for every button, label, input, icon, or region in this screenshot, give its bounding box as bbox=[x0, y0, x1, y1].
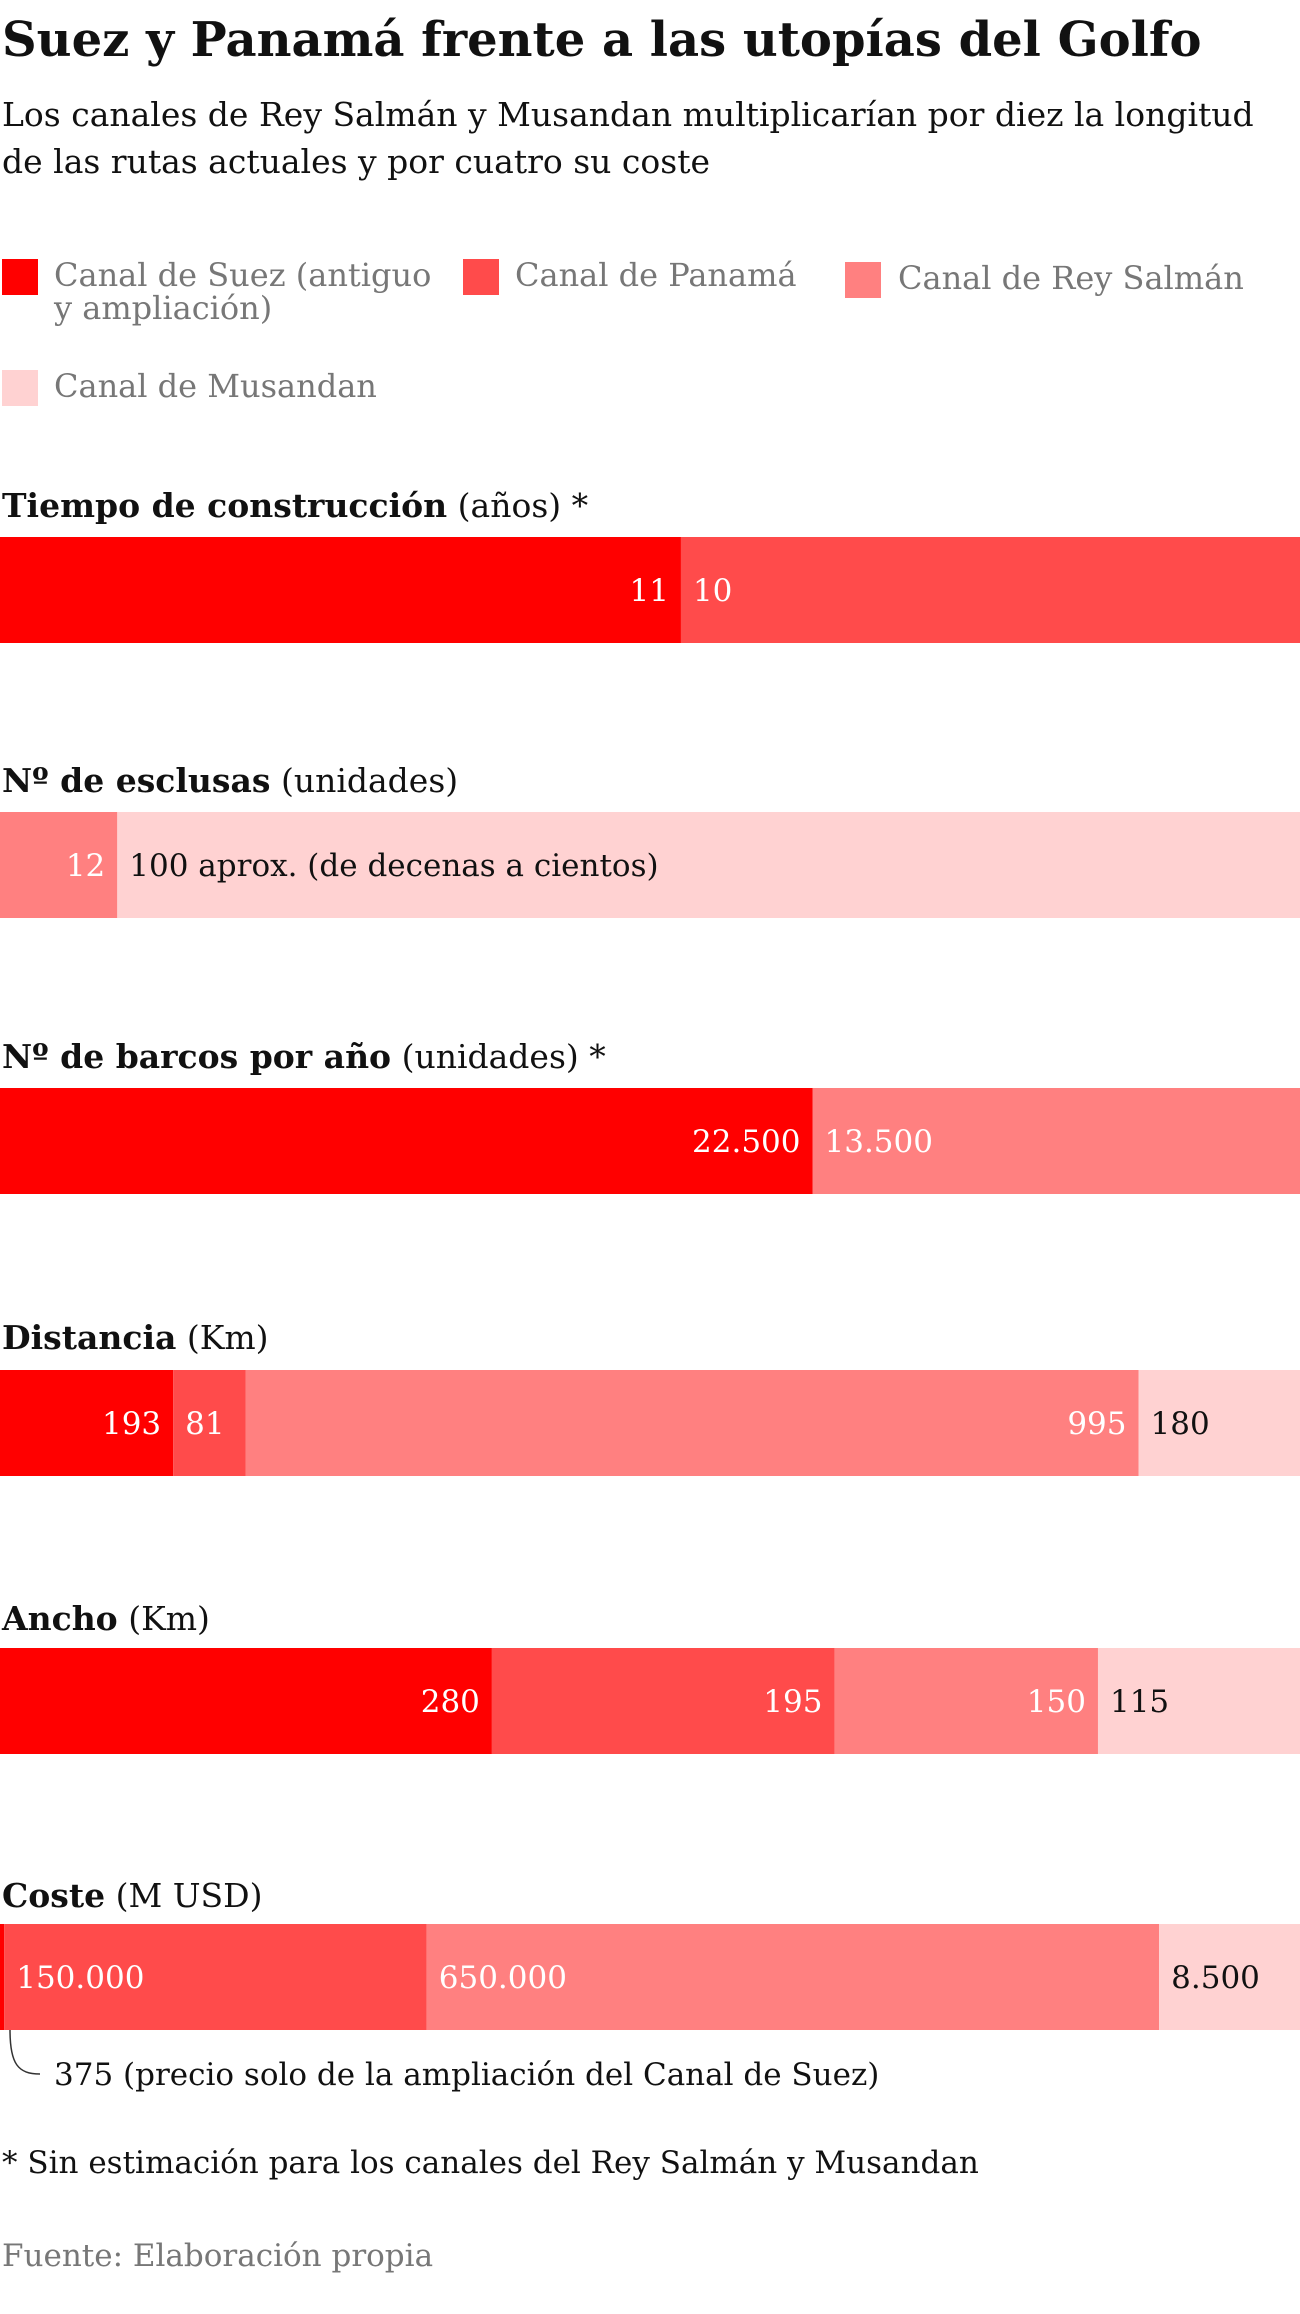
panel-title-unit: (Km) bbox=[118, 1599, 210, 1638]
legend-label: Canal de Musandan bbox=[54, 367, 377, 405]
bar-value-label: 10 bbox=[693, 573, 732, 609]
panel-title: Tiempo de construcción (años) * bbox=[2, 486, 588, 525]
bar-segment bbox=[0, 1924, 4, 2030]
panel-title: Distancia (Km) bbox=[2, 1318, 269, 1357]
bar-segment bbox=[0, 537, 681, 643]
panel-title-unit: (unidades) * bbox=[391, 1037, 606, 1076]
chart-subtitle-line: Los canales de Rey Salmán y Musandan mul… bbox=[2, 95, 1254, 134]
panel-title-metric: Coste bbox=[2, 1876, 105, 1915]
bar-value-label: 115 bbox=[1110, 1684, 1169, 1720]
bar-segment bbox=[0, 1648, 492, 1754]
legend-label: y ampliación) bbox=[53, 289, 272, 327]
legend-swatch bbox=[2, 370, 38, 406]
panel-title: Coste (M USD) bbox=[2, 1876, 263, 1915]
panel: Nº de barcos por año (unidades) * 22.500 1… bbox=[0, 1037, 1300, 1194]
panel-title-unit: (unidades) bbox=[270, 761, 458, 800]
legend-swatch bbox=[463, 259, 499, 295]
bar-segment bbox=[681, 537, 1300, 643]
chart-subtitle-line: de las rutas actuales y por cuatro su co… bbox=[2, 142, 710, 181]
bar-segment bbox=[0, 1088, 813, 1194]
footnote: * Sin estimación para los canales del Re… bbox=[2, 2145, 979, 2181]
bar-value-label: 8.500 bbox=[1171, 1960, 1260, 1996]
legend-label: Canal de Panamá bbox=[515, 256, 797, 294]
panel: Nº de esclusas (unidades) 12 100 aprox. (d… bbox=[0, 761, 1300, 918]
panel-title: Nº de barcos por año (unidades) * bbox=[2, 1037, 606, 1076]
bar-value-label: 150.000 bbox=[16, 1960, 144, 1996]
annotation-text: 375 (precio solo de la ampliación del Ca… bbox=[54, 2057, 879, 2093]
bar-value-label: 13.500 bbox=[825, 1124, 933, 1160]
panel-title-unit: (Km) bbox=[176, 1318, 268, 1357]
bar-value-label: 12 bbox=[66, 848, 105, 884]
bar-value-label: 22.500 bbox=[692, 1124, 800, 1160]
bar-value-label: 650.000 bbox=[439, 1960, 567, 1996]
bar-value-label: 995 bbox=[1067, 1406, 1126, 1442]
panel-title-metric: Nº de barcos por año bbox=[2, 1037, 391, 1076]
bar-segment bbox=[246, 1370, 1139, 1476]
panel-title: Nº de esclusas (unidades) bbox=[2, 761, 458, 800]
bar-value-label: 193 bbox=[102, 1406, 161, 1442]
panel-title-metric: Nº de esclusas bbox=[2, 761, 270, 800]
panel-title-unit: (M USD) bbox=[105, 1876, 262, 1915]
bar-value-label: 150 bbox=[1027, 1684, 1086, 1720]
panel-title-metric: Distancia bbox=[2, 1318, 176, 1357]
source-note: Fuente: Elaboración propia bbox=[2, 2238, 433, 2274]
panel: Distancia (Km) 193 81 995 180 bbox=[0, 1318, 1300, 1476]
panel: Coste (M USD) 150.000 650.000 8.500 375 (pre… bbox=[0, 1876, 1300, 2093]
bar-value-label: 100 aprox. (de decenas a cientos) bbox=[129, 848, 658, 884]
bar-value-label: 280 bbox=[421, 1684, 480, 1720]
bar-value-label: 11 bbox=[629, 573, 668, 609]
panel-title-unit: (años) * bbox=[447, 486, 588, 525]
annotation-leader-line bbox=[10, 2030, 40, 2074]
chart-title: Suez y Panamá frente a las utopías del G… bbox=[2, 12, 1202, 68]
legend-swatch bbox=[845, 262, 881, 298]
panel-title-metric: Ancho bbox=[1, 1599, 118, 1638]
panel: Ancho (Km) 280 195 150 115 bbox=[0, 1599, 1300, 1754]
legend-swatch bbox=[2, 259, 38, 295]
bar-value-label: 195 bbox=[763, 1684, 822, 1720]
panel-title-metric: Tiempo de construcción bbox=[2, 486, 447, 525]
panel-title: Ancho (Km) bbox=[1, 1599, 210, 1638]
legend-label: Canal de Rey Salmán bbox=[898, 259, 1244, 297]
legend-item: Canal de Musandan bbox=[2, 367, 377, 406]
legend-item: Canal de Panamá bbox=[463, 256, 797, 295]
bar-value-label: 180 bbox=[1151, 1406, 1210, 1442]
panel: Tiempo de construcción (años) * 11 10 bbox=[0, 486, 1300, 643]
legend-item: Canal de Rey Salmán bbox=[845, 259, 1244, 298]
bar-value-label: 81 bbox=[185, 1406, 224, 1442]
